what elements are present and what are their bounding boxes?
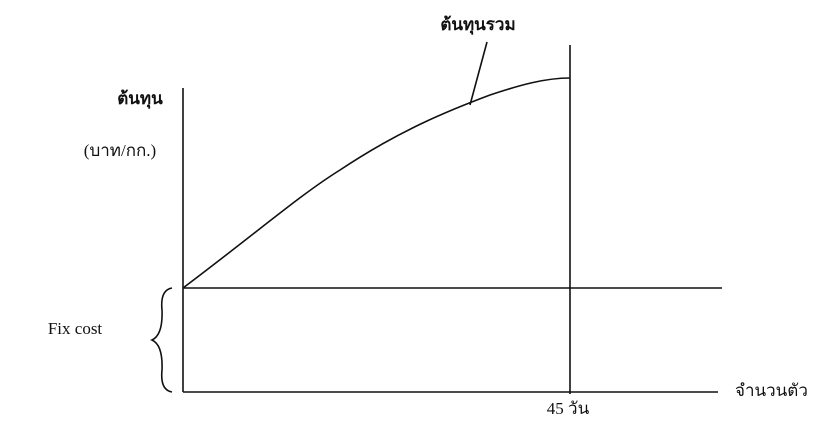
curve-label: ต้นทุนรวม bbox=[440, 15, 515, 35]
brace bbox=[150, 287, 173, 393]
leader-line bbox=[469, 41, 488, 106]
fixed-cost-label: Fix cost bbox=[48, 319, 103, 338]
total-cost-curve bbox=[182, 77, 571, 289]
x-axis-label: จำนวนตัว bbox=[735, 381, 808, 400]
y-axis-label: ต้นทุน bbox=[117, 89, 163, 109]
y-axis-unit: (บาท/กก.) bbox=[84, 141, 156, 160]
marker-label: 45 วัน bbox=[547, 399, 590, 418]
